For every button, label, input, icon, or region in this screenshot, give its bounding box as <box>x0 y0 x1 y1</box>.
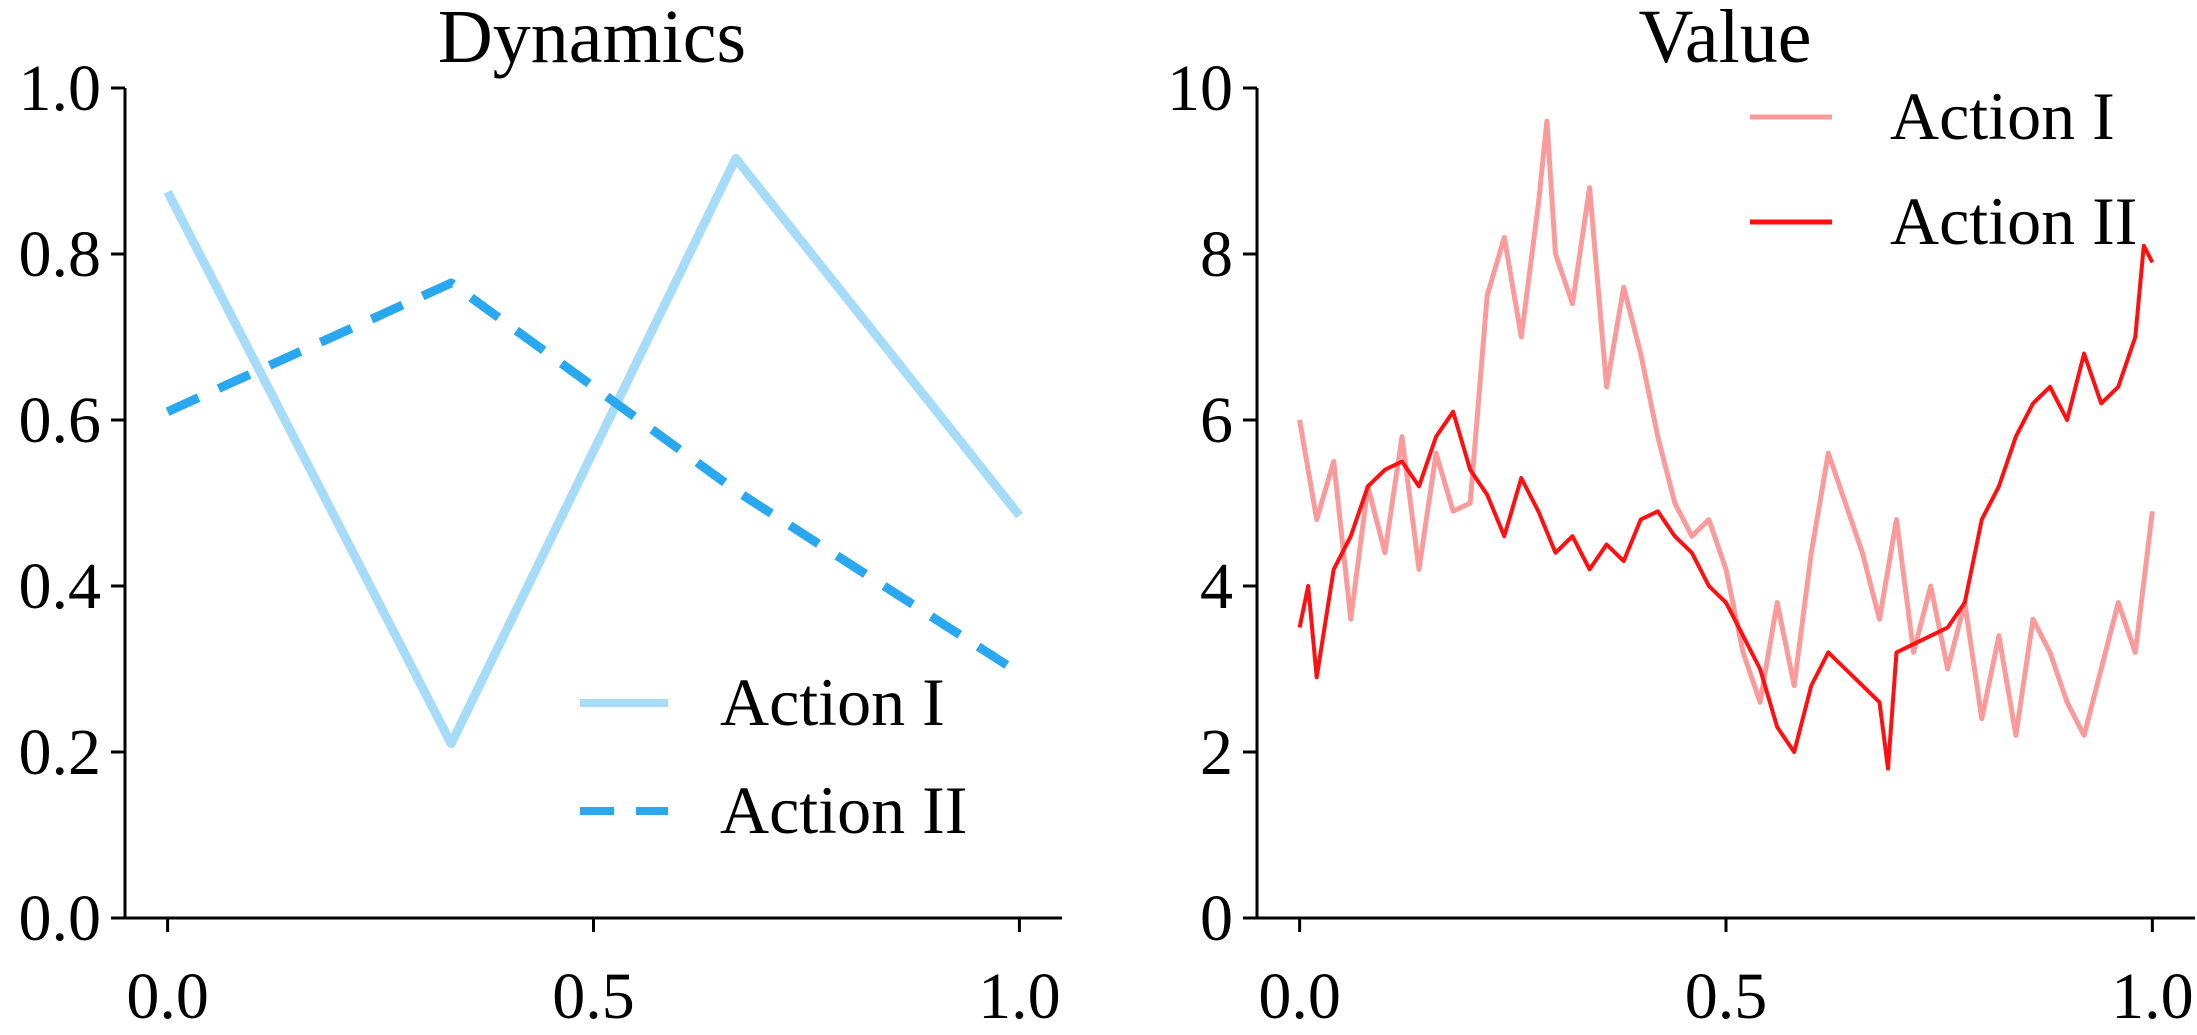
y-tick-label: 0.2 <box>19 716 102 789</box>
y-tick-label: 6 <box>1200 384 1233 457</box>
series-line-action-i <box>163 154 1023 749</box>
y-tick-label: 0.4 <box>19 550 102 623</box>
y-tick-label: 8 <box>1200 218 1233 291</box>
chart-title: Value <box>1638 0 1811 79</box>
series-line-action-ii <box>1297 243 2155 771</box>
x-tick-label: 1.0 <box>978 960 1061 1033</box>
y-tick-label: 0.6 <box>19 384 102 457</box>
legend-label: Action II <box>1890 183 2137 259</box>
x-tick-label: 0.5 <box>1685 960 1768 1033</box>
dynamics-panel: Dynamics 0.0 0.2 0.4 0.6 0.8 1.0 0.0 0.5 1.0 Actio… <box>19 0 1062 1033</box>
y-tick-label: 0.8 <box>19 218 102 291</box>
legend-label: Action I <box>1890 78 2115 154</box>
y-tick-label: 2 <box>1200 716 1233 789</box>
chart-title: Dynamics <box>438 0 746 79</box>
x-tick-label: 1.0 <box>2111 960 2194 1033</box>
x-tick-label: 0.5 <box>552 960 635 1033</box>
y-tick-label: 0.0 <box>19 882 102 955</box>
legend-label: Action I <box>720 664 945 740</box>
y-tick-label: 4 <box>1200 550 1233 623</box>
legend-label: Action II <box>720 772 967 848</box>
y-tick-label: 1.0 <box>19 52 102 125</box>
series-line-action-ii <box>165 278 1022 677</box>
x-tick-label: 0.0 <box>126 960 209 1033</box>
y-tick-label: 0 <box>1200 882 1233 955</box>
x-tick-label: 0.0 <box>1258 960 1341 1033</box>
y-tick-label: 10 <box>1167 52 1233 125</box>
series-line-action-i <box>1297 118 2155 738</box>
value-panel: Value 0 2 4 6 8 10 0.0 0.5 1.0 Action I Action II <box>1167 0 2195 1033</box>
